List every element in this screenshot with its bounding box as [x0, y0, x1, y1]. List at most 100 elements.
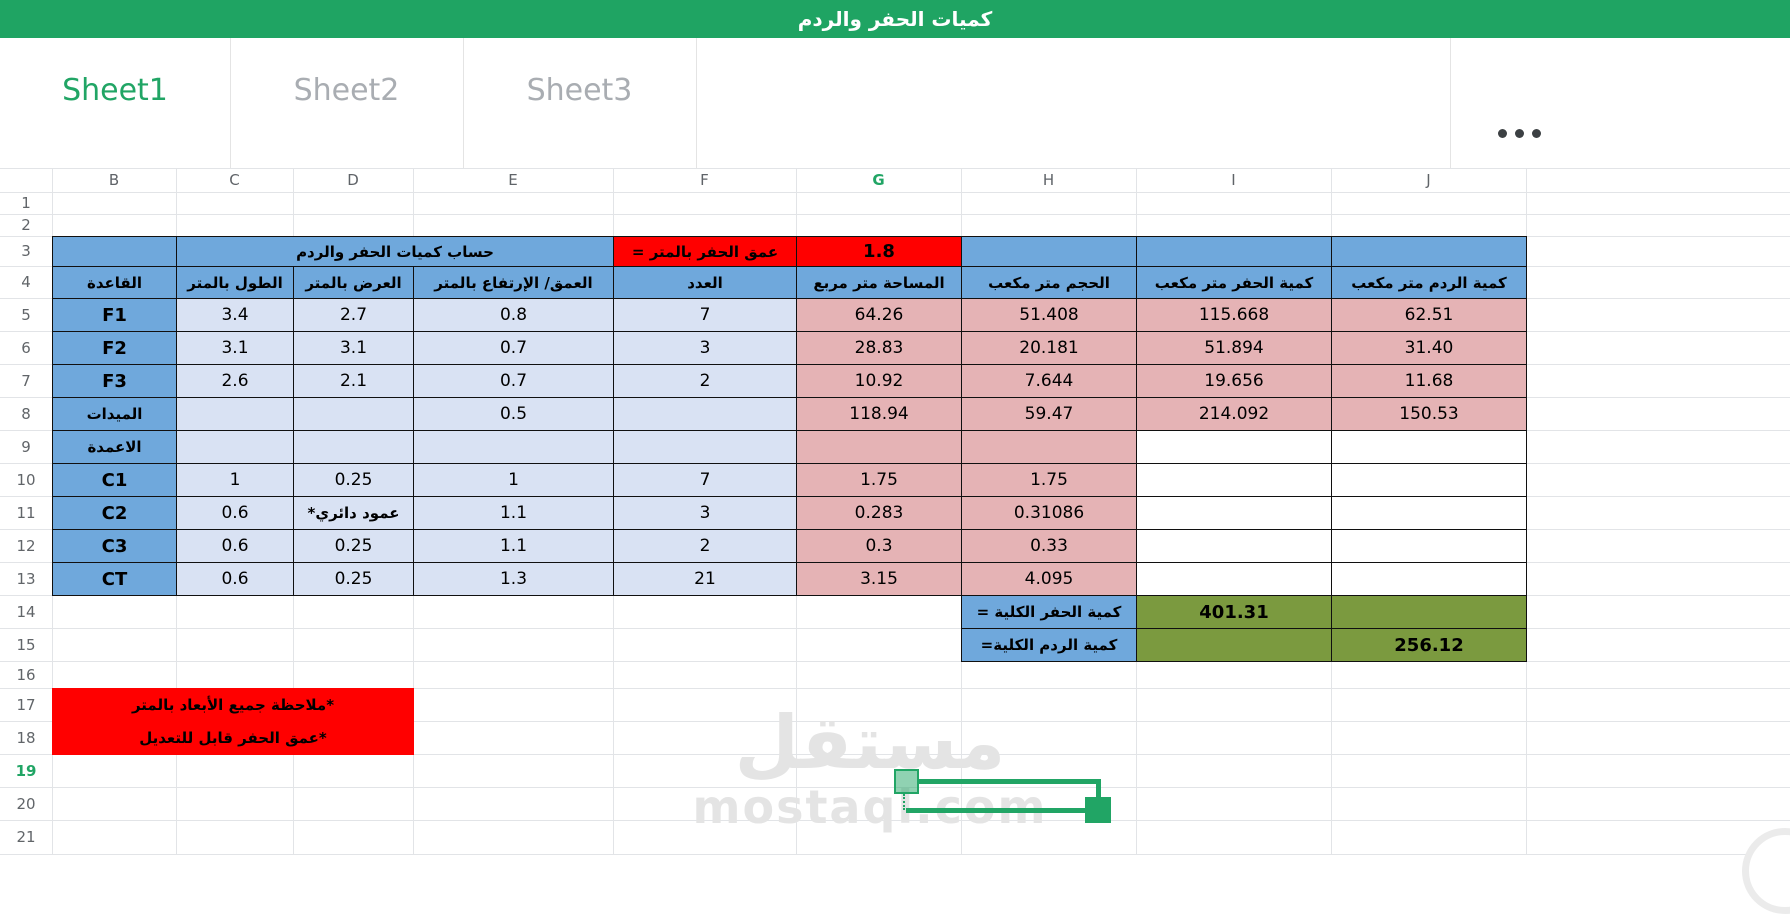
cell-D5[interactable]: 2.7 — [293, 298, 414, 332]
cell-D11[interactable]: عمود دائري* — [293, 496, 414, 530]
cell-J4[interactable]: كمية الردم متر مكعب — [1331, 266, 1527, 299]
cell-B7[interactable]: F3 — [52, 364, 177, 398]
cell-D12[interactable]: 0.25 — [293, 529, 414, 563]
cell-I11[interactable] — [1136, 496, 1332, 530]
cell-C11[interactable]: 0.6 — [176, 496, 294, 530]
cell-B3[interactable] — [52, 236, 177, 267]
cell-C3-E3[interactable]: حساب كميات الحفر والردم — [176, 236, 614, 267]
row-header-21[interactable]: 21 — [16, 828, 36, 846]
cell-C5[interactable]: 3.4 — [176, 298, 294, 332]
cell-F12[interactable]: 2 — [613, 529, 797, 563]
cell-E13[interactable]: 1.3 — [413, 562, 614, 596]
cell-I5[interactable]: 115.668 — [1136, 298, 1332, 332]
row-header-18[interactable]: 18 — [16, 728, 36, 747]
cell-H3[interactable] — [961, 236, 1137, 267]
cell-J8[interactable]: 150.53 — [1331, 397, 1527, 431]
cell-I12[interactable] — [1136, 529, 1332, 563]
cell-J13[interactable] — [1331, 562, 1527, 596]
cell-I7[interactable]: 19.656 — [1136, 364, 1332, 398]
cell-H10[interactable]: 1.75 — [961, 463, 1137, 497]
cell-B17-D17[interactable]: *ملاحظة جميع الأبعاد بالمتر — [52, 688, 414, 722]
cell-E6[interactable]: 0.7 — [413, 331, 614, 365]
cell-E4[interactable]: العمق/ الإرتفاع بالمتر — [413, 266, 614, 299]
cell-D13[interactable]: 0.25 — [293, 562, 414, 596]
cell-H13[interactable]: 4.095 — [961, 562, 1137, 596]
row-header-10[interactable]: 10 — [16, 470, 36, 489]
cell-B8[interactable]: الميدات — [52, 397, 177, 431]
cell-B6[interactable]: F2 — [52, 331, 177, 365]
cell-F10[interactable]: 7 — [613, 463, 797, 497]
cell-E10[interactable]: 1 — [413, 463, 614, 497]
cell-F6[interactable]: 3 — [613, 331, 797, 365]
row-header-14[interactable]: 14 — [16, 602, 36, 621]
tab-sheet1[interactable]: Sheet1 — [62, 72, 168, 108]
cell-J14[interactable] — [1331, 595, 1527, 629]
row-header-11[interactable]: 11 — [16, 503, 36, 522]
tab-sheet3[interactable]: Sheet3 — [526, 72, 633, 108]
cell-C4[interactable]: الطول بالمتر — [176, 266, 294, 299]
row-header-4[interactable]: 4 — [21, 273, 31, 291]
cell-C7[interactable]: 2.6 — [176, 364, 294, 398]
column-header-I[interactable]: I — [1231, 171, 1236, 189]
tab-sheet2[interactable]: Sheet2 — [293, 72, 400, 108]
cell-D8[interactable] — [293, 397, 414, 431]
cell-E9[interactable] — [413, 430, 614, 464]
cell-F11[interactable]: 3 — [613, 496, 797, 530]
row-header-9[interactable]: 9 — [21, 437, 31, 456]
cell-H4[interactable]: الحجم متر مكعب — [961, 266, 1137, 299]
cell-J5[interactable]: 62.51 — [1331, 298, 1527, 332]
cell-H5[interactable]: 51.408 — [961, 298, 1137, 332]
cell-B10[interactable]: C1 — [52, 463, 177, 497]
cell-F8[interactable] — [613, 397, 797, 431]
cell-I15[interactable] — [1136, 628, 1332, 662]
cell-I9[interactable] — [1136, 430, 1332, 464]
cell-H14[interactable]: كمية الحفر الكلية = — [961, 595, 1137, 629]
cell-I8[interactable]: 214.092 — [1136, 397, 1332, 431]
cell-F9[interactable] — [613, 430, 797, 464]
cell-C13[interactable]: 0.6 — [176, 562, 294, 596]
cell-B18-D18[interactable]: *عمق الحفر قابل للتعديل — [52, 721, 414, 755]
cell-F4[interactable]: العدد — [613, 266, 797, 299]
selection-handle-top-left[interactable] — [894, 769, 919, 794]
column-header-F[interactable]: F — [700, 171, 709, 189]
cell-G6[interactable]: 28.83 — [796, 331, 962, 365]
cell-C10[interactable]: 1 — [176, 463, 294, 497]
cell-D7[interactable]: 2.1 — [293, 364, 414, 398]
cell-C6[interactable]: 3.1 — [176, 331, 294, 365]
cell-G13[interactable]: 3.15 — [796, 562, 962, 596]
cell-E8[interactable]: 0.5 — [413, 397, 614, 431]
column-header-D[interactable]: D — [347, 171, 359, 189]
cell-I10[interactable] — [1136, 463, 1332, 497]
row-header-19[interactable]: 19 — [15, 761, 37, 780]
row-header-8[interactable]: 8 — [21, 404, 31, 423]
row-header-20[interactable]: 20 — [16, 794, 36, 813]
cell-I4[interactable]: كمية الحفر متر مكعب — [1136, 266, 1332, 299]
cell-G7[interactable]: 10.92 — [796, 364, 962, 398]
selection-handle-bottom-right[interactable] — [1085, 797, 1111, 823]
row-header-1[interactable]: 1 — [21, 194, 31, 212]
cell-I14[interactable]: 401.31 — [1136, 595, 1332, 629]
cell-H11[interactable]: 0.31086 — [961, 496, 1137, 530]
cell-H12[interactable]: 0.33 — [961, 529, 1137, 563]
cell-J3[interactable] — [1331, 236, 1527, 267]
cell-E12[interactable]: 1.1 — [413, 529, 614, 563]
cell-J9[interactable] — [1331, 430, 1527, 464]
cell-G11[interactable]: 0.283 — [796, 496, 962, 530]
cell-I13[interactable] — [1136, 562, 1332, 596]
cell-B11[interactable]: C2 — [52, 496, 177, 530]
row-header-17[interactable]: 17 — [16, 695, 36, 714]
cell-C12[interactable]: 0.6 — [176, 529, 294, 563]
column-header-E[interactable]: E — [508, 171, 518, 189]
cell-B9[interactable]: الاعمدة — [52, 430, 177, 464]
cell-H9[interactable] — [961, 430, 1137, 464]
cell-G4[interactable]: المساحة متر مربع — [796, 266, 962, 299]
cell-G9[interactable] — [796, 430, 962, 464]
cell-F3[interactable]: عمق الحفر بالمتر = — [613, 236, 797, 267]
cell-F7[interactable]: 2 — [613, 364, 797, 398]
row-header-7[interactable]: 7 — [21, 371, 31, 390]
cell-E5[interactable]: 0.8 — [413, 298, 614, 332]
cell-G3[interactable]: 1.8 — [796, 236, 962, 267]
cell-J7[interactable]: 11.68 — [1331, 364, 1527, 398]
row-header-12[interactable]: 12 — [16, 536, 36, 555]
cell-F13[interactable]: 21 — [613, 562, 797, 596]
